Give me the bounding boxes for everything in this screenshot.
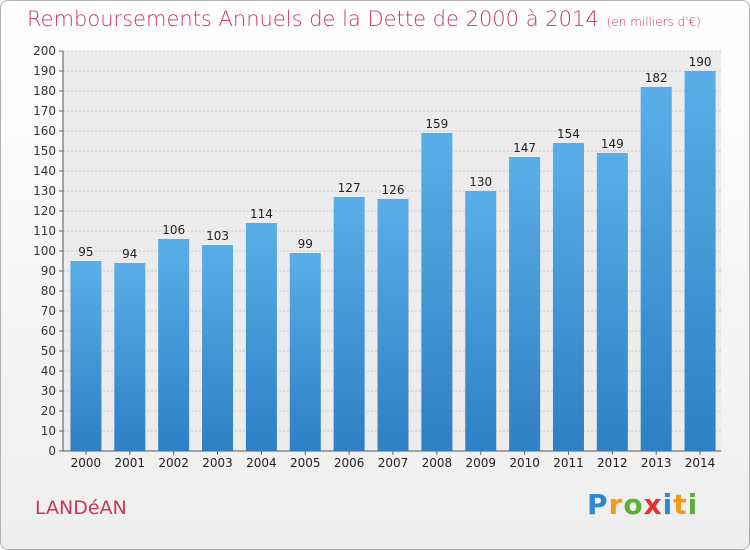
y-tick-label: 70: [41, 304, 56, 318]
x-tick-label-2014: 2014: [685, 456, 716, 470]
bar-2010: [509, 157, 541, 451]
x-tick-label-2005: 2005: [290, 456, 321, 470]
data-label-2005: 99: [298, 237, 313, 251]
x-tick-label-2003: 2003: [202, 456, 233, 470]
data-label-2001: 94: [122, 247, 137, 261]
y-tick-label: 30: [41, 384, 56, 398]
logo-letter: P: [587, 488, 609, 521]
logo-letter: i: [662, 488, 674, 521]
y-tick-label: 50: [41, 344, 56, 358]
logo-letter: r: [608, 488, 624, 521]
bar-2013: [640, 87, 672, 451]
chart-unit-label: (en milliers d'€): [606, 15, 701, 29]
bar-2004: [245, 223, 277, 451]
x-tick-label-2001: 2001: [115, 456, 146, 470]
bar-2014: [684, 71, 716, 451]
bar-2008: [421, 133, 453, 451]
y-tick-label: 130: [33, 184, 56, 198]
data-label-2010: 147: [513, 141, 536, 155]
data-label-2007: 126: [382, 183, 405, 197]
y-tick-label: 140: [33, 164, 56, 178]
x-tick-label-2006: 2006: [334, 456, 365, 470]
y-tick-label: 90: [41, 264, 56, 278]
bar-2006: [333, 197, 365, 451]
y-tick-label: 180: [33, 84, 56, 98]
x-tick-label-2011: 2011: [553, 456, 584, 470]
data-label-2006: 127: [338, 181, 361, 195]
chart-title-text: Remboursements Annuels de la Dette de 20…: [27, 7, 599, 31]
x-tick-label-2012: 2012: [597, 456, 628, 470]
bar-2002: [158, 239, 190, 451]
chart-title: Remboursements Annuels de la Dette de 20…: [27, 7, 701, 31]
logo-letter: x: [643, 488, 663, 521]
commune-name: LANDéAN: [35, 497, 127, 519]
y-tick-label: 40: [41, 364, 56, 378]
y-tick-label: 160: [33, 124, 56, 138]
x-tick-label-2013: 2013: [641, 456, 672, 470]
data-label-2002: 106: [162, 223, 185, 237]
y-tick-label: 190: [33, 64, 56, 78]
data-label-2011: 154: [557, 127, 580, 141]
logo-letter: o: [623, 488, 644, 521]
y-tick-label: 120: [33, 204, 56, 218]
data-label-2004: 114: [250, 207, 273, 221]
x-tick-label-2007: 2007: [378, 456, 409, 470]
y-tick-label: 110: [33, 224, 56, 238]
x-tick-label-2008: 2008: [422, 456, 453, 470]
x-tick-label-2009: 2009: [465, 456, 496, 470]
x-tick-label-2002: 2002: [158, 456, 189, 470]
bar-2005: [289, 253, 321, 451]
y-tick-label: 60: [41, 324, 56, 338]
logo-letter: t: [673, 488, 688, 521]
bar-2003: [202, 245, 234, 451]
logo-letter: i: [687, 488, 699, 521]
x-tick-label-2004: 2004: [246, 456, 277, 470]
bar-2009: [465, 191, 497, 451]
y-tick-label: 10: [41, 424, 56, 438]
y-tick-label: 200: [33, 44, 56, 58]
data-label-2013: 182: [645, 71, 668, 85]
data-label-2003: 103: [206, 229, 229, 243]
y-tick-label: 80: [41, 284, 56, 298]
x-tick-label-2000: 2000: [71, 456, 102, 470]
x-tick-label-2010: 2010: [509, 456, 540, 470]
y-tick-label: 150: [33, 144, 56, 158]
bar-2011: [552, 143, 584, 451]
bar-2012: [596, 153, 628, 451]
y-tick-label: 100: [33, 244, 56, 258]
data-label-2012: 149: [601, 137, 624, 151]
y-tick-label: 20: [41, 404, 56, 418]
bar-2000: [70, 261, 102, 451]
bar-2001: [114, 263, 146, 451]
y-tick-label: 170: [33, 104, 56, 118]
data-label-2008: 159: [425, 117, 448, 131]
proxiti-logo: Proxiti: [587, 488, 698, 521]
data-label-2009: 130: [469, 175, 492, 189]
y-tick-label: 0: [48, 444, 56, 458]
data-label-2000: 95: [78, 245, 93, 259]
bar-2007: [377, 199, 409, 451]
data-label-2014: 190: [689, 55, 712, 69]
